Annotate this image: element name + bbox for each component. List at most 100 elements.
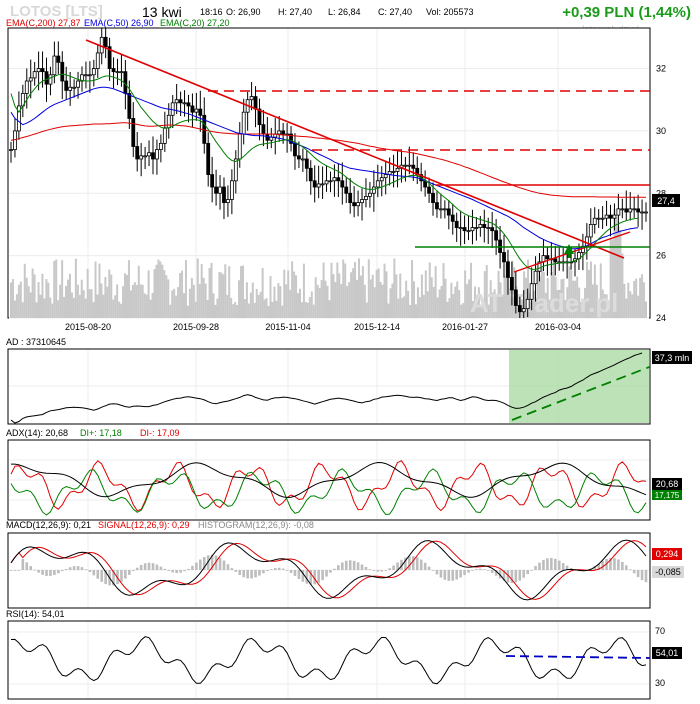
histogram-bar bbox=[246, 570, 249, 579]
histogram-bar bbox=[262, 570, 265, 574]
candle-body bbox=[64, 80, 69, 91]
histogram-bar bbox=[329, 570, 332, 573]
volume-bar bbox=[346, 286, 349, 318]
volume-bar bbox=[558, 289, 561, 318]
volume-bar bbox=[613, 209, 616, 318]
volume-bar bbox=[171, 290, 174, 318]
histogram-bar bbox=[325, 570, 328, 577]
ad-last-value-box bbox=[652, 351, 692, 364]
histogram-bar bbox=[76, 566, 80, 570]
histogram-bar bbox=[565, 565, 569, 570]
volume-bar bbox=[177, 287, 180, 318]
macd-panel: MACD(12,26,9): 0,21 SIGNAL(12,26,9): 0,2… bbox=[6, 520, 684, 609]
macd-line bbox=[10, 539, 647, 601]
candle-body bbox=[186, 102, 191, 107]
volume-bar bbox=[375, 269, 378, 318]
histogram-bar bbox=[9, 570, 13, 571]
histogram-bar bbox=[277, 567, 281, 570]
volume-bar bbox=[283, 269, 286, 318]
candle-body bbox=[529, 283, 534, 300]
volume-bar bbox=[39, 294, 42, 318]
rsi-panel: RSI(14): 54,01 70 30 54,01 bbox=[6, 609, 682, 700]
volume-bar bbox=[29, 292, 32, 318]
histogram-bar bbox=[628, 569, 632, 571]
histogram-bar bbox=[321, 570, 324, 581]
candle-body bbox=[612, 214, 617, 219]
volume-bar bbox=[265, 298, 268, 318]
adx-last-value-box bbox=[652, 478, 682, 490]
price-candles bbox=[9, 28, 648, 318]
y-tick-label: 30 bbox=[656, 126, 666, 136]
histogram-bar bbox=[199, 559, 202, 570]
histogram-bar bbox=[467, 570, 470, 573]
volume-bar bbox=[86, 268, 89, 318]
volume-bar bbox=[326, 285, 329, 318]
volume-bar bbox=[84, 298, 87, 318]
macd-signal-line bbox=[10, 540, 647, 600]
volume-bar bbox=[17, 284, 20, 318]
volume-bar bbox=[273, 286, 276, 318]
histogram-bar bbox=[57, 570, 60, 574]
volume-bar bbox=[110, 274, 113, 318]
volume-bar bbox=[344, 263, 347, 318]
histogram-bar bbox=[289, 570, 293, 573]
volume-bar bbox=[381, 284, 384, 318]
histogram-bar bbox=[601, 560, 604, 570]
volume-bar bbox=[19, 281, 22, 318]
volume-bar bbox=[289, 289, 292, 318]
high-label: H: 27,40 bbox=[278, 7, 312, 17]
adx-last-value: 20,68 bbox=[656, 479, 679, 489]
candle-body bbox=[76, 80, 80, 88]
candle-body bbox=[458, 227, 463, 229]
volume-bar bbox=[51, 303, 54, 318]
volume-bar bbox=[589, 261, 592, 318]
volume-bar bbox=[157, 259, 160, 318]
volume-bar bbox=[460, 304, 463, 318]
histogram-bar bbox=[285, 570, 289, 571]
histogram-bar bbox=[143, 563, 147, 570]
rsi-last-value: 54,01 bbox=[656, 648, 679, 658]
volume-bar bbox=[334, 282, 337, 318]
candle-body bbox=[368, 192, 372, 197]
y-tick-label: 28 bbox=[656, 188, 666, 198]
volume-bar bbox=[340, 283, 343, 318]
volume-bar bbox=[387, 303, 390, 318]
candle-body bbox=[84, 74, 88, 77]
candle-body bbox=[442, 208, 447, 211]
histogram-bar bbox=[135, 567, 139, 570]
histogram-bar bbox=[104, 570, 107, 585]
volume-bar bbox=[295, 275, 298, 318]
candle-body bbox=[383, 174, 388, 179]
rsi-grid bbox=[9, 622, 649, 698]
volume-bar bbox=[440, 285, 443, 318]
volume-bar bbox=[320, 280, 323, 318]
volume-bar bbox=[277, 283, 280, 318]
volume-bar bbox=[153, 269, 156, 318]
volume-bar bbox=[359, 275, 362, 318]
histogram-bar bbox=[636, 570, 640, 578]
volume-bar bbox=[619, 230, 622, 318]
histogram-bar bbox=[13, 570, 17, 571]
diplus-last-value-box bbox=[652, 490, 682, 500]
candle-body bbox=[249, 96, 254, 101]
candle-body bbox=[87, 74, 92, 77]
histogram-bar bbox=[380, 570, 384, 572]
volume-bar bbox=[31, 268, 34, 318]
volume-bar bbox=[80, 279, 83, 318]
histogram-bar bbox=[640, 570, 644, 581]
volume-bar bbox=[234, 302, 237, 318]
histogram-bar bbox=[463, 570, 466, 576]
candle-body bbox=[135, 146, 140, 160]
volume-bar bbox=[436, 297, 439, 318]
histogram-bar bbox=[542, 559, 545, 570]
volume-bar bbox=[633, 280, 636, 318]
histogram-bar bbox=[423, 562, 427, 570]
candle-body bbox=[616, 208, 621, 216]
adx-legend-diplus: DI+: 17,18 bbox=[80, 428, 122, 438]
histogram-bar bbox=[609, 558, 612, 570]
volume-bar bbox=[609, 239, 612, 318]
legend-entry: EMA(C,50) 26,90 bbox=[84, 18, 154, 28]
volume-bar bbox=[230, 297, 233, 318]
volume-bar bbox=[33, 274, 36, 318]
histogram-bar bbox=[522, 570, 526, 578]
